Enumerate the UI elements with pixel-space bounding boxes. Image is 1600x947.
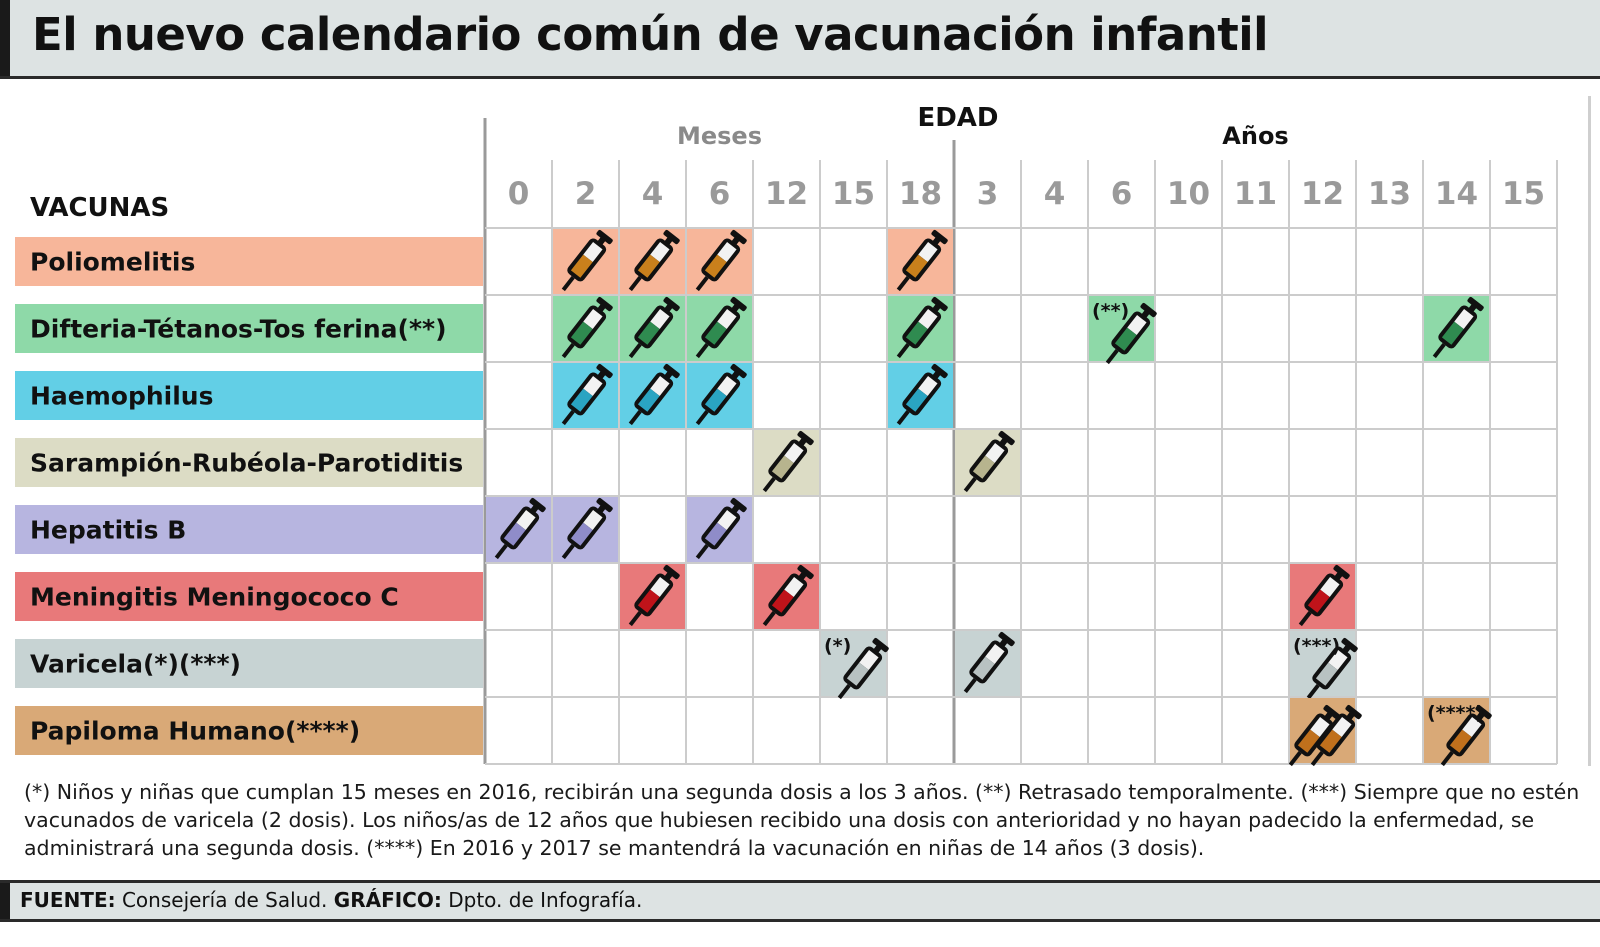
source-bar: FUENTE: Consejería de Salud. GRÁFICO: Dp… xyxy=(0,880,1600,922)
column-label: 12 xyxy=(1301,176,1344,212)
chart-title: El nuevo calendario común de vacunación … xyxy=(32,8,1269,61)
footnote-1: (*) Niños y niñas que cumplan 15 meses e… xyxy=(24,780,969,804)
dose-note: (***) xyxy=(1293,635,1340,657)
footnote-2: (**) Retrasado temporalmente. xyxy=(975,780,1294,804)
syringe-icon xyxy=(1298,564,1350,627)
row-label-bg xyxy=(15,572,483,621)
syringe-icon xyxy=(695,296,747,359)
syringe-icon xyxy=(1105,302,1157,365)
row-label: Papiloma Humano(****) xyxy=(30,717,360,746)
row-label: Meningitis Meningococo C xyxy=(30,583,399,612)
dose-note: (*) xyxy=(824,635,851,657)
syringe-icon xyxy=(561,363,613,426)
column-label: 13 xyxy=(1368,176,1411,212)
syringe-icon xyxy=(628,564,680,627)
group-label: Meses xyxy=(677,122,762,150)
row-label-bg xyxy=(15,505,483,554)
row-label-bg xyxy=(15,438,483,487)
row-label: Difteria-Tétanos-Tos ferina(**) xyxy=(30,315,447,344)
syringe-icon xyxy=(628,363,680,426)
right-border xyxy=(1588,96,1591,766)
dose-note: (**) xyxy=(1092,300,1129,322)
syringe-icon xyxy=(494,497,546,560)
syringe-icon xyxy=(896,229,948,292)
footnotes: (*) Niños y niñas que cumplan 15 meses e… xyxy=(24,778,1589,862)
syringe-icon xyxy=(963,631,1015,694)
column-label: 15 xyxy=(832,176,875,212)
syringe-icon xyxy=(762,564,814,627)
title-bar: El nuevo calendario común de vacunación … xyxy=(0,0,1600,79)
row-label: Poliomelitis xyxy=(30,248,195,277)
row-label: Sarampión-Rubéola-Parotiditis xyxy=(30,449,463,478)
row-label-bg xyxy=(15,706,483,755)
row-label-bg xyxy=(15,639,483,688)
row-label: Varicela(*)(***) xyxy=(30,650,241,679)
row-label-bg xyxy=(15,371,483,420)
column-label: 15 xyxy=(1502,176,1545,212)
column-label: 6 xyxy=(709,176,731,212)
syringe-icon xyxy=(1310,704,1362,767)
column-label: 6 xyxy=(1111,176,1133,212)
column-label: 10 xyxy=(1167,176,1210,212)
row-label: Hepatitis B xyxy=(30,516,186,545)
column-label: 3 xyxy=(977,176,999,212)
footnote-3: (***) Siempre que no estén vacunados de … xyxy=(24,780,1580,860)
group-label: Años xyxy=(1222,122,1288,150)
syringe-icon xyxy=(837,637,889,700)
syringe-icon xyxy=(896,296,948,359)
syringe-icon xyxy=(695,363,747,426)
syringe-icon xyxy=(1440,704,1492,767)
column-label: 2 xyxy=(575,176,597,212)
syringe-icon xyxy=(1288,704,1340,767)
title-accent xyxy=(0,0,10,76)
axis-title: EDAD xyxy=(917,103,998,133)
column-label: 12 xyxy=(765,176,808,212)
syringe-icon xyxy=(762,430,814,493)
syringe-icon xyxy=(561,497,613,560)
syringe-icon xyxy=(1306,637,1358,700)
graphic-value: Dpto. de Infografía. xyxy=(448,888,643,912)
syringe-icon xyxy=(695,229,747,292)
syringe-icon xyxy=(1432,296,1484,359)
column-label: 11 xyxy=(1234,176,1277,212)
syringe-icon xyxy=(896,363,948,426)
source-label: FUENTE: xyxy=(20,888,116,912)
graphic-label: GRÁFICO: xyxy=(333,888,442,912)
row-label-bg xyxy=(15,237,483,286)
column-label: 0 xyxy=(508,176,530,212)
syringe-icon xyxy=(695,497,747,560)
syringe-icon xyxy=(561,229,613,292)
source-accent xyxy=(0,883,10,919)
vaccination-table: VACUNAS EDAD Meses Años Poliomelitis Difteria… xyxy=(15,103,1558,767)
syringe-icon xyxy=(628,229,680,292)
row-header: VACUNAS xyxy=(30,193,169,223)
dose-note: (****) xyxy=(1427,702,1484,724)
row-label: Haemophilus xyxy=(30,382,213,411)
source-value: Consejería de Salud. xyxy=(121,888,328,912)
source-line: FUENTE: Consejería de Salud. GRÁFICO: Dp… xyxy=(20,888,642,912)
syringe-icon xyxy=(628,296,680,359)
footnote-4: (****) En 2016 y 2017 se mantendrá la va… xyxy=(366,836,1205,860)
syringe-icon xyxy=(561,296,613,359)
column-label: 4 xyxy=(642,176,664,212)
syringe-icon xyxy=(963,430,1015,493)
column-label: 4 xyxy=(1044,176,1066,212)
column-label: 18 xyxy=(899,176,942,212)
row-label-bg xyxy=(15,304,483,353)
column-label: 14 xyxy=(1435,176,1478,212)
